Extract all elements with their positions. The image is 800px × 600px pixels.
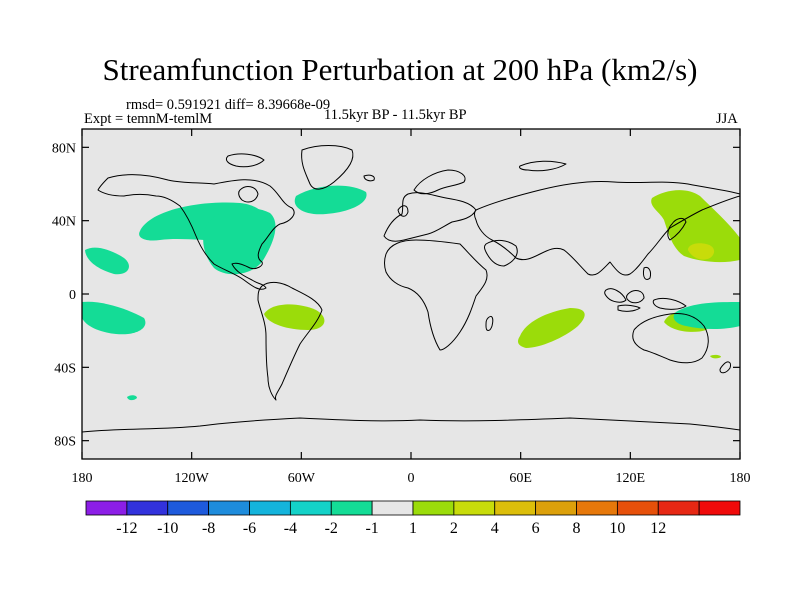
y-tick-label: 40S [54,361,76,376]
x-tick-label: 120E [616,471,646,486]
colorbar-label: 4 [491,520,499,537]
anomaly-tropical-pacific-negative [82,301,146,335]
coastlines [82,145,740,433]
stats-line: rmsd= 0.591921 diff= 8.39668e-09 [126,97,331,113]
colorbar-label: -2 [325,520,338,537]
x-tick-label: 60E [509,471,532,486]
coastline-new-guinea [652,297,687,310]
coastline-iceland [363,174,375,182]
colorbar-label: 8 [573,520,581,537]
anomaly-layer [82,185,740,401]
colorbar-swatch [535,500,577,516]
y-tick-label: 40N [52,215,76,230]
coastline-north-america [97,174,295,290]
anomaly-north-america-negative [203,207,276,275]
colorbar-swatch [698,500,741,516]
colorbar-swatch [249,500,291,516]
anomaly-indian-ocean-positive [518,308,585,348]
y-tick-label: 80S [54,435,76,450]
x-tick-label: 120W [175,471,210,486]
x-tick-label: 0 [408,471,415,486]
colorbar-label: -10 [157,520,178,537]
colorbar-label: -4 [284,520,297,537]
y-tick-label: 80N [52,141,76,156]
coastline-new-zealand [719,361,731,374]
colorbar-label: 6 [532,520,540,537]
anomaly-nw-pacific-positive [651,190,740,263]
colorbar-swatch [576,500,618,516]
colorbar-label: 10 [609,520,625,537]
colorbar-swatch [208,500,250,516]
coastline-asia [474,181,740,276]
coastline-siberia-islands [519,160,567,172]
experiment-label: Expt = temnM-temlM [84,111,213,127]
coastline-south-america [257,281,323,401]
colorbar-label: 2 [450,520,458,537]
anomaly-south-pacific-negative [127,395,137,401]
coastline-java [617,304,641,312]
colorbar-swatch [453,500,496,516]
coastline-borneo [626,290,645,304]
colorbar-swatch [657,500,700,516]
coastline-greenland [301,145,354,190]
x-tick-label: 60W [288,471,316,486]
colorbar-swatch [371,500,414,516]
anomaly-south-america-positive [264,304,325,330]
coastline-africa [384,239,488,351]
x-tick-label: 180 [72,471,93,486]
colorbar-label: -6 [243,520,256,537]
coastline-arabia [484,239,518,267]
colorbar-swatch [494,500,537,516]
x-tick-label: 180 [730,471,751,486]
colorbar-label: 1 [409,520,417,537]
coastline-uk [397,205,409,217]
map-background [82,129,740,459]
plot-title: Streamfunction Perturbation at 200 hPa (… [102,52,698,87]
colorbar-swatch [85,500,128,516]
axes: 80N 40N 0 40S 80S 180 120W 60W 0 60E 120E 180 [52,129,751,486]
anomaly-nw-pacific-core-positive [688,243,715,260]
coastline-scandinavia [413,169,466,195]
period-label: 11.5kyr BP - 11.5kyr BP [324,107,467,123]
season-label: JJA [716,111,738,127]
y-tick-label: 0 [69,288,76,303]
coastline-hudson-bay [238,186,259,203]
coastline-philippines [643,267,651,281]
colorbar-swatch [412,500,455,516]
colorbar-label: -12 [116,520,137,537]
anomaly-australia-negative [673,302,740,329]
coastline-japan [667,217,687,241]
colorbar-label: -1 [365,520,378,537]
colorbar-label: -8 [202,520,215,537]
coastline-madagascar [485,315,494,331]
coastline-australia [632,313,709,364]
coastline-antarctica [82,417,740,433]
colorbar-swatch [616,500,659,516]
anomaly-east-asia-positive [710,354,721,359]
coastline-sumatra [604,288,627,303]
colorbar-swatch [289,500,332,516]
colorbar: -12 -10 -8 -6 -4 -2 -1 1 2 4 6 8 10 12 [85,500,741,537]
colorbar-swatch [126,500,169,516]
colorbar-swatch [330,500,373,516]
coastline-arctic-islands [225,153,265,168]
anomaly-east-pacific-negative [85,247,129,275]
colorbar-swatch [167,500,210,516]
colorbar-label: 12 [650,520,666,537]
anomaly-north-atlantic-negative [294,185,367,215]
